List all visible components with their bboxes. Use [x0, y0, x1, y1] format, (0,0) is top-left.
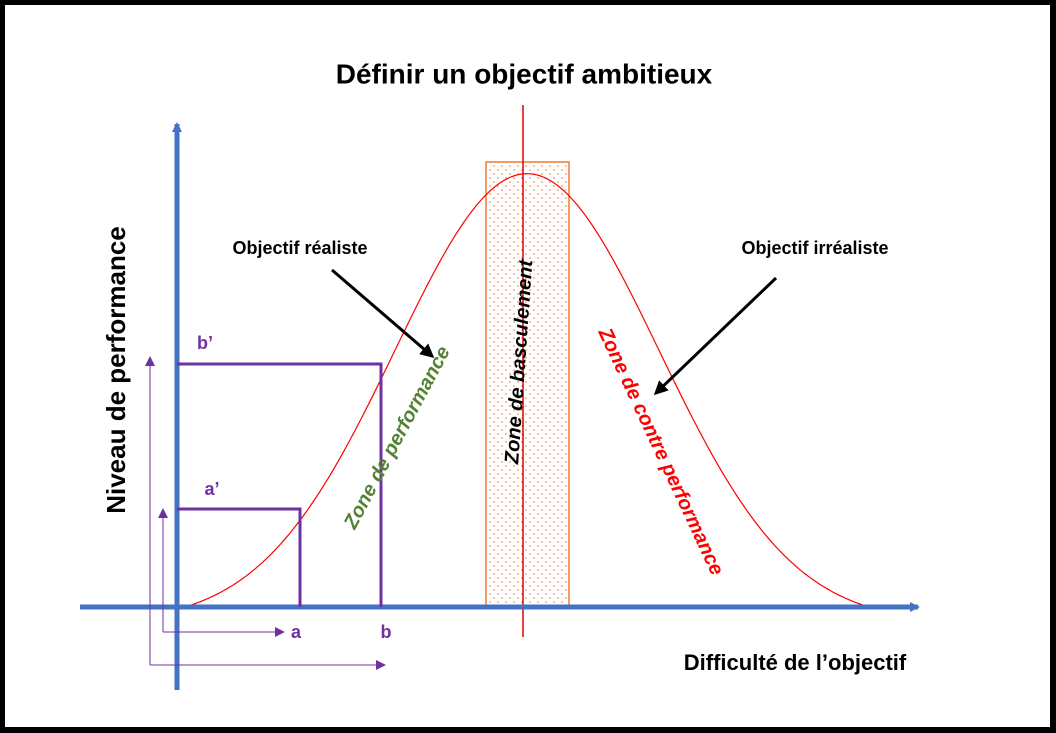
arrow: [331, 268, 435, 358]
arrow: [653, 276, 778, 396]
b-guide: [177, 362, 383, 607]
point-label: a’: [204, 479, 219, 499]
title: Définir un objectif ambitieux: [336, 58, 713, 89]
a-guide: [177, 507, 302, 607]
point-label: b’: [197, 333, 213, 353]
point-label: a: [291, 622, 302, 642]
point-label: b: [381, 622, 392, 642]
y-axis-label: Niveau de performance: [101, 226, 131, 514]
annotation: Objectif irréaliste: [741, 238, 888, 258]
annotation: Objectif réaliste: [232, 238, 367, 258]
tipping-zone: [485, 161, 570, 608]
x-axis-label: Difficulté de l’objectif: [684, 650, 907, 675]
